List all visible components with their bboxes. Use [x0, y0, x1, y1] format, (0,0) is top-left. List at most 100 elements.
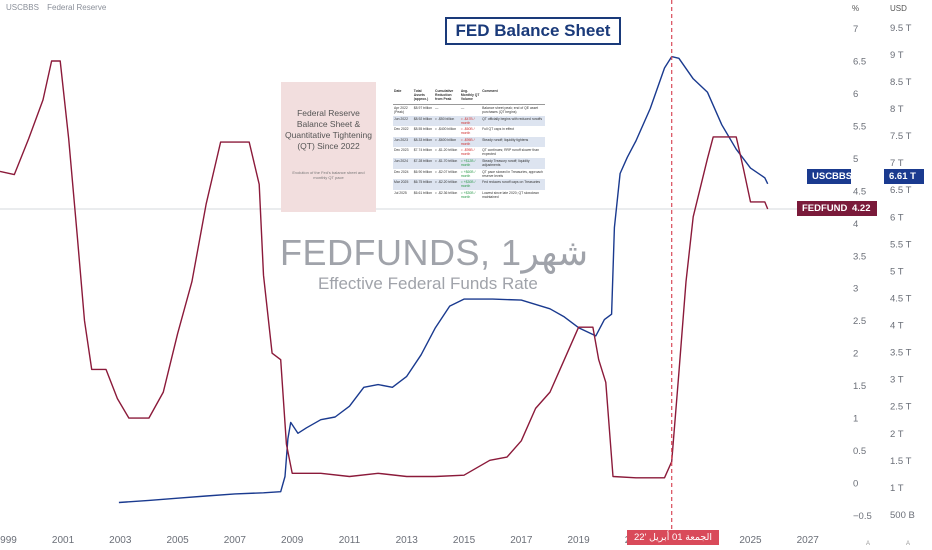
qt-table-cell: Jun 2022	[393, 115, 413, 127]
qt-table-cell: ≈ -$2.20 trillion	[434, 179, 460, 190]
pct-tick-label: 1	[853, 414, 858, 425]
usd-tick-label: 2.5 T	[890, 402, 912, 413]
qt-table-cell: Full QT caps in effect	[482, 127, 515, 132]
x-tick-label: 2017	[510, 535, 533, 546]
pct-tick-label: 5	[853, 154, 858, 165]
qt-table-row: Dec 2022 $8.55 trillion ≈ -$400 billion ≈ -…	[393, 126, 545, 137]
pct-tick-label: 0.5	[853, 446, 866, 457]
x-tick-label: 2007	[224, 535, 247, 546]
usd-tick-label: 1.5 T	[890, 456, 912, 467]
qt-table-cell: $6.90 trillion	[413, 169, 433, 174]
x-tick-label: 2003	[109, 535, 132, 546]
qt-table-row: Dec 2024 $6.90 trillion ≈ -$2.07 trillion ≈…	[393, 169, 545, 180]
qt-header-date: Date	[393, 88, 413, 105]
qt-table-cell: $8.97 trillion	[413, 106, 433, 110]
usd-tick-label: 4 T	[890, 321, 904, 332]
usd-tick-label: 5.5 T	[890, 239, 912, 250]
pct-axis-header: %	[852, 4, 860, 13]
qt-table-cell: ≈ -$60B / month	[460, 127, 475, 136]
watermark-symbol: FEDFUNDS, 1شهر	[280, 232, 589, 273]
pct-tick-label: 7	[853, 24, 858, 35]
info-box: Federal Reserve Balance Sheet & Quantita…	[281, 82, 376, 212]
qt-table-cell: —	[435, 106, 439, 110]
chart-title: FED Balance Sheet	[445, 17, 621, 45]
qt-table-cell: QT continues; RRP runoff slower than exp…	[482, 148, 540, 157]
x-tick-label: 2019	[567, 535, 590, 546]
uscbbs-label-tag: USCBBS	[807, 169, 852, 184]
qt-table-cell: $8.33 trillion	[412, 136, 435, 148]
uscbbs-value-tag: 6.61 T	[884, 169, 924, 184]
qt-table-cell: Dec 2024	[394, 169, 409, 174]
usd-tick-label: 9 T	[890, 50, 904, 61]
pct-tick-label: 4.5	[853, 186, 866, 197]
x-tick-label: 2005	[166, 535, 189, 546]
qt-table-cell: Steady runoff; liquidity tightens	[481, 136, 545, 148]
x-tick-label: 2001	[52, 535, 75, 546]
qt-header-monthly: Avg. Monthly QT Volume	[459, 88, 482, 105]
x-tick-label: 2015	[453, 535, 476, 546]
qt-table-cell: —	[460, 106, 465, 110]
usd-tick-label: 500 B	[890, 510, 915, 521]
usd-tick-label: 8 T	[890, 104, 904, 115]
log-scale-icon: A	[906, 541, 910, 547]
pct-tick-label: 2.5	[853, 316, 866, 327]
qt-table-cell: $7.74 trillion	[413, 148, 433, 153]
x-tick-label: 2025	[739, 535, 762, 546]
x-tick-label: 1999	[0, 535, 17, 546]
qt-table-cell: $8.55 trillion	[413, 127, 433, 132]
pct-tick-label: 6	[853, 89, 858, 100]
usd-tick-label: 2 T	[890, 429, 904, 440]
fedfunds-series-line	[0, 60, 769, 479]
qt-table-cell: $8.92 trillion	[412, 115, 435, 127]
fedfunds-value-tag: 4.22	[847, 201, 877, 216]
symbol-source: Federal Reserve	[47, 3, 107, 12]
info-box-subtitle: Evolution of the Fed's balance sheet and…	[292, 170, 365, 180]
pct-tick-label: 3.5	[853, 251, 866, 262]
qt-table-row: Jun 2022 $8.92 trillion ≈ -$50 billion ≈ -$…	[393, 115, 545, 127]
usd-tick-label: 3 T	[890, 375, 904, 386]
qt-table-cell: ≈ -$95B / month	[459, 136, 482, 148]
pct-tick-label: 1.5	[853, 381, 866, 392]
qt-table-cell: ≈ +$30B / month	[460, 190, 476, 199]
usd-tick-label: 3.5 T	[890, 348, 912, 359]
qt-table-cell: ≈ +$60B / month	[460, 169, 476, 178]
watermark-description: Effective Federal Funds Rate	[318, 274, 538, 293]
date-marker-tag: الجمعة 01 أبريل '22	[627, 530, 719, 545]
x-tick-label: 2027	[797, 535, 820, 546]
qt-table-cell: Jun 2023	[393, 136, 413, 148]
symbol-name[interactable]: USCBBS	[6, 3, 39, 12]
qt-table-row: Mar 2025 $6.75 trillion ≈ -$2.20 trillion ≈…	[393, 179, 545, 190]
qt-table-row: Apr 2022 (Peak) $8.97 trillion — — Balance s…	[393, 105, 545, 116]
qt-table-cell: ≈ -$2.36 trillion	[435, 190, 458, 195]
usd-tick-label: 5 T	[890, 266, 904, 277]
qt-table-cell: Steady Treasury runoff; liquidity adjust…	[481, 157, 545, 169]
qt-table-cell: ≈ -$95B / month	[460, 148, 475, 157]
qt-table-cell: ≈ -$2.07 trillion	[435, 169, 458, 174]
qt-table-cell: QT pace slowed in Treasuries, approach r…	[482, 169, 543, 178]
qt-table-cell: ≈ -$600 billion	[434, 136, 460, 148]
pct-tick-label: 3	[853, 284, 858, 295]
qt-table-row: Dec 2023 $7.74 trillion ≈ -$1.20 trillion ≈…	[393, 147, 545, 158]
qt-table-cell: ≈ -$50 billion	[434, 115, 460, 127]
uscbbs-series-line	[118, 55, 769, 504]
qt-header-reduction: Cumulative Reduction from Peak	[434, 88, 460, 105]
pct-tick-label: 6.5	[853, 56, 866, 67]
qt-table-cell: Apr 2022 (Peak)	[394, 106, 408, 114]
qt-table-cell: ≈ -$47B / month	[459, 115, 482, 127]
qt-table-cell: $6.75 trillion	[412, 179, 435, 190]
usd-tick-label: 6 T	[890, 212, 904, 223]
qt-table-cell: Dec 2022	[394, 127, 409, 132]
fedfunds-label-tag: FEDFUNDS	[797, 201, 854, 216]
qt-table-row: Jul 2025 $6.61 trillion ≈ -$2.36 trillion ≈…	[393, 190, 545, 201]
usd-axis-header[interactable]: USD	[890, 4, 907, 13]
qt-table-cell: ≈ -$1.20 trillion	[435, 148, 458, 153]
usd-tick-label: 1 T	[890, 483, 904, 494]
qt-table-cell: Fed reduces runoff caps on Treasuries	[481, 179, 545, 190]
qt-table-cell: Jul 2025	[394, 190, 407, 195]
qt-table-row: Jun 2023 $8.33 trillion ≈ -$600 billion ≈ -…	[393, 136, 545, 148]
qt-table: Date Total Assets (approx.) Cumulative R…	[393, 88, 545, 206]
pct-tick-label: 0	[853, 479, 858, 490]
qt-table-cell: QT officially begins with reduced runoff…	[481, 115, 545, 127]
qt-table-cell: Lowest since late 2020; QT slowdown main…	[482, 190, 539, 199]
